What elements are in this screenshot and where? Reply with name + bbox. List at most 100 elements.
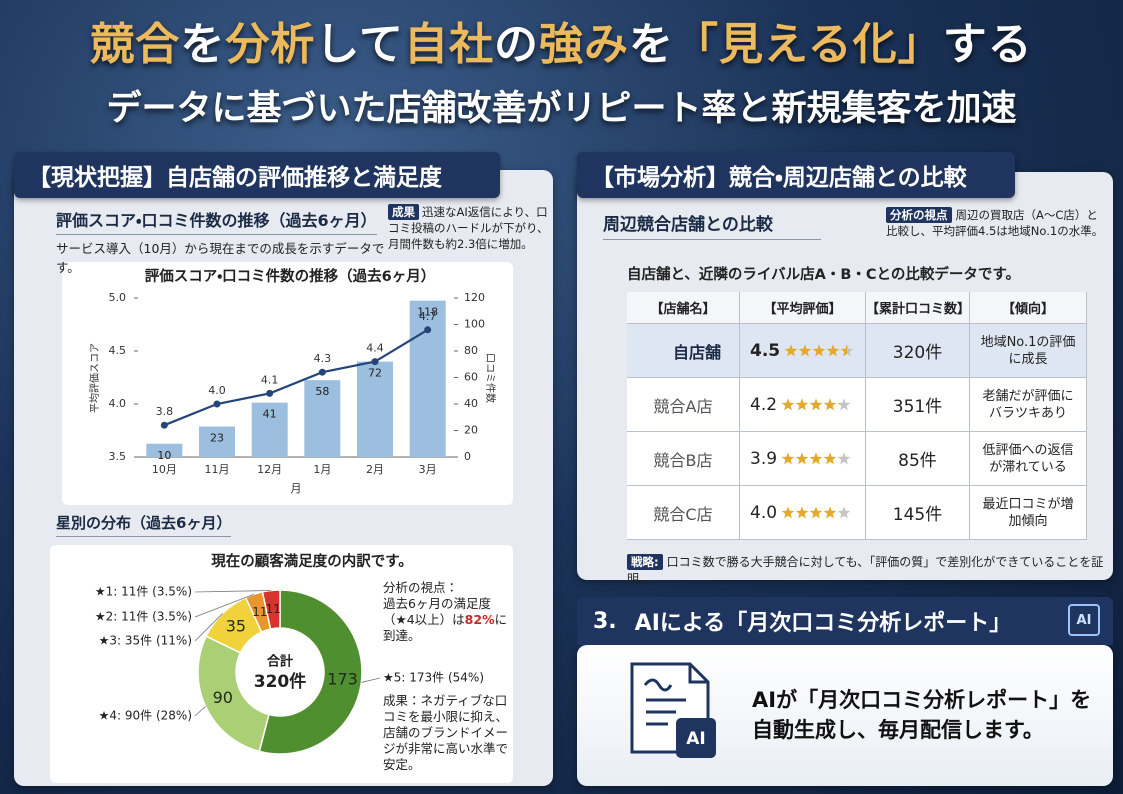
- title-part: 分析: [225, 19, 316, 70]
- report-line: AIが「月次口コミ分析レポート」を: [752, 688, 1092, 712]
- annotation-text: 過去6ヶ月の満足度（★4以上）は: [383, 596, 491, 627]
- table-cell: 競合A店: [627, 378, 740, 432]
- rating-value: 4.2: [750, 394, 778, 415]
- x-tick-label: 1月: [313, 463, 331, 476]
- bar-label: 72: [368, 367, 382, 380]
- market-subheading: 周辺競合店舗との比較: [603, 210, 821, 240]
- annotation-label: 分析の視点：: [383, 580, 459, 595]
- star: [823, 397, 837, 410]
- rating-value: 3.9: [750, 448, 778, 469]
- score-point: [160, 421, 168, 429]
- market-note: 分析の視点 周辺の買取店（A〜C店）と比較し、平均評価4.5は地域No.1の水準。: [886, 207, 1108, 239]
- icon-label: AI: [686, 729, 705, 749]
- table-cell: 競合C店: [627, 486, 740, 540]
- bar: [409, 300, 446, 457]
- table-cell: 351件: [866, 378, 970, 432]
- star: [795, 451, 809, 464]
- rating-cell: 4.0: [740, 486, 866, 540]
- rating-cell: 4.2: [740, 378, 866, 432]
- star: [823, 451, 837, 464]
- score-point: [213, 400, 221, 408]
- y2-tick-label: 40: [464, 397, 478, 410]
- star: [826, 343, 840, 356]
- donut-slice: [197, 635, 270, 753]
- bar: [304, 380, 341, 457]
- leader-line: [194, 613, 223, 642]
- slice-category: ★4: 90件 (28%): [99, 709, 192, 723]
- bar-label: 23: [210, 432, 224, 445]
- x-tick-label: 11月: [205, 463, 230, 476]
- trend-note: 成果 迅速なAI返信により、口コミ投稿のハードルが下がり、月間件数も約2.3倍に増…: [388, 204, 556, 252]
- title-part: 「見える化」: [674, 19, 943, 70]
- star: [781, 397, 795, 410]
- bar: [199, 426, 235, 457]
- star: [837, 397, 851, 410]
- title: 競合を分析して自社の強みを「見える化」する: [0, 8, 1123, 72]
- slice-label: 90: [213, 688, 233, 707]
- table-header: 【傾向】: [970, 292, 1087, 324]
- annotation: 分析の視点： 過去6ヶ月の満足度（★4以上）は82%に到達。: [383, 580, 508, 644]
- slice-category: ★1: 11件 (3.5%): [95, 585, 192, 599]
- y2-tick-label: 120: [464, 291, 485, 304]
- note-label: 分析の視点: [886, 207, 952, 223]
- y2-tick-label: 100: [464, 318, 485, 331]
- table-header: 【累計口コミ数】: [866, 292, 970, 324]
- total-value: 320件: [254, 671, 307, 692]
- slice-category: ★3: 35件 (11%): [99, 634, 192, 648]
- y2-tick-label: 80: [464, 344, 478, 357]
- note-text: 迅速なAI返信により、口コミ投稿のハードルが下がり、月間件数も約2.3倍に増加。: [388, 205, 549, 251]
- title-part: する: [942, 19, 1033, 70]
- annotation-suffix: に到達。: [383, 612, 508, 643]
- score-label: 3.8: [156, 405, 174, 418]
- note-label: 成果: [388, 204, 419, 220]
- star: [809, 505, 823, 518]
- annotation-label: 成果：: [383, 693, 421, 708]
- donut-title: 現在の顧客満足度の内訳です。: [211, 552, 413, 570]
- star: [809, 397, 823, 410]
- bar: [251, 402, 288, 457]
- bar-label: 10: [157, 449, 171, 462]
- report-header: 3. AIによる「月次口コミ分析レポート」: [577, 597, 1113, 645]
- table-cell: 最近口コミが増加傾向: [970, 486, 1087, 540]
- star: [784, 343, 798, 356]
- y-tick-label: 4.5: [109, 344, 127, 357]
- x-axis-label: 月: [291, 482, 302, 495]
- table-header: 【平均評価】: [740, 292, 866, 324]
- slice-label: 35: [226, 617, 246, 636]
- title-part: を: [629, 19, 674, 70]
- score-point: [371, 358, 379, 366]
- slice-category: ★2: 11件 (3.5%): [95, 610, 192, 624]
- star: [809, 451, 823, 464]
- strategy-label: 戦略:: [627, 554, 663, 570]
- title-part: 強み: [539, 19, 629, 70]
- table-cell: 自店舗: [627, 324, 740, 378]
- title-part: の: [494, 19, 539, 70]
- score-label: 4.3: [314, 352, 332, 365]
- market-heading: 【市場分析】競合・周辺店舗との比較: [577, 152, 1015, 198]
- report-chip: AI: [1068, 604, 1100, 636]
- rating-stars: [781, 451, 851, 464]
- bar-label: 41: [263, 408, 277, 421]
- table-cell: 145件: [866, 486, 970, 540]
- score-point: [318, 368, 326, 376]
- star: [781, 451, 795, 464]
- report-title: AIによる「月次口コミ分析レポート」: [634, 611, 1012, 636]
- market-description: 自店舗と、近隣のライバル店A・B・Cとの比較データです。: [627, 267, 1020, 283]
- y-tick-label: 3.5: [109, 450, 127, 463]
- star: [837, 451, 851, 464]
- leader-line: [194, 590, 272, 593]
- leader-line: [194, 593, 255, 618]
- rating-stars: [784, 343, 854, 356]
- rating-value: 4.0: [750, 502, 778, 523]
- y2-tick-label: 20: [464, 424, 478, 437]
- leader-line: [194, 706, 206, 717]
- star: [795, 397, 809, 410]
- x-tick-label: 2月: [366, 463, 384, 476]
- rating-value: 4.5: [750, 340, 781, 361]
- score-label: 4.0: [208, 384, 226, 397]
- leader-line: [361, 677, 381, 683]
- rating-cell: 4.5: [740, 324, 866, 378]
- table-cell: 低評価への返信が滞れている: [970, 432, 1087, 486]
